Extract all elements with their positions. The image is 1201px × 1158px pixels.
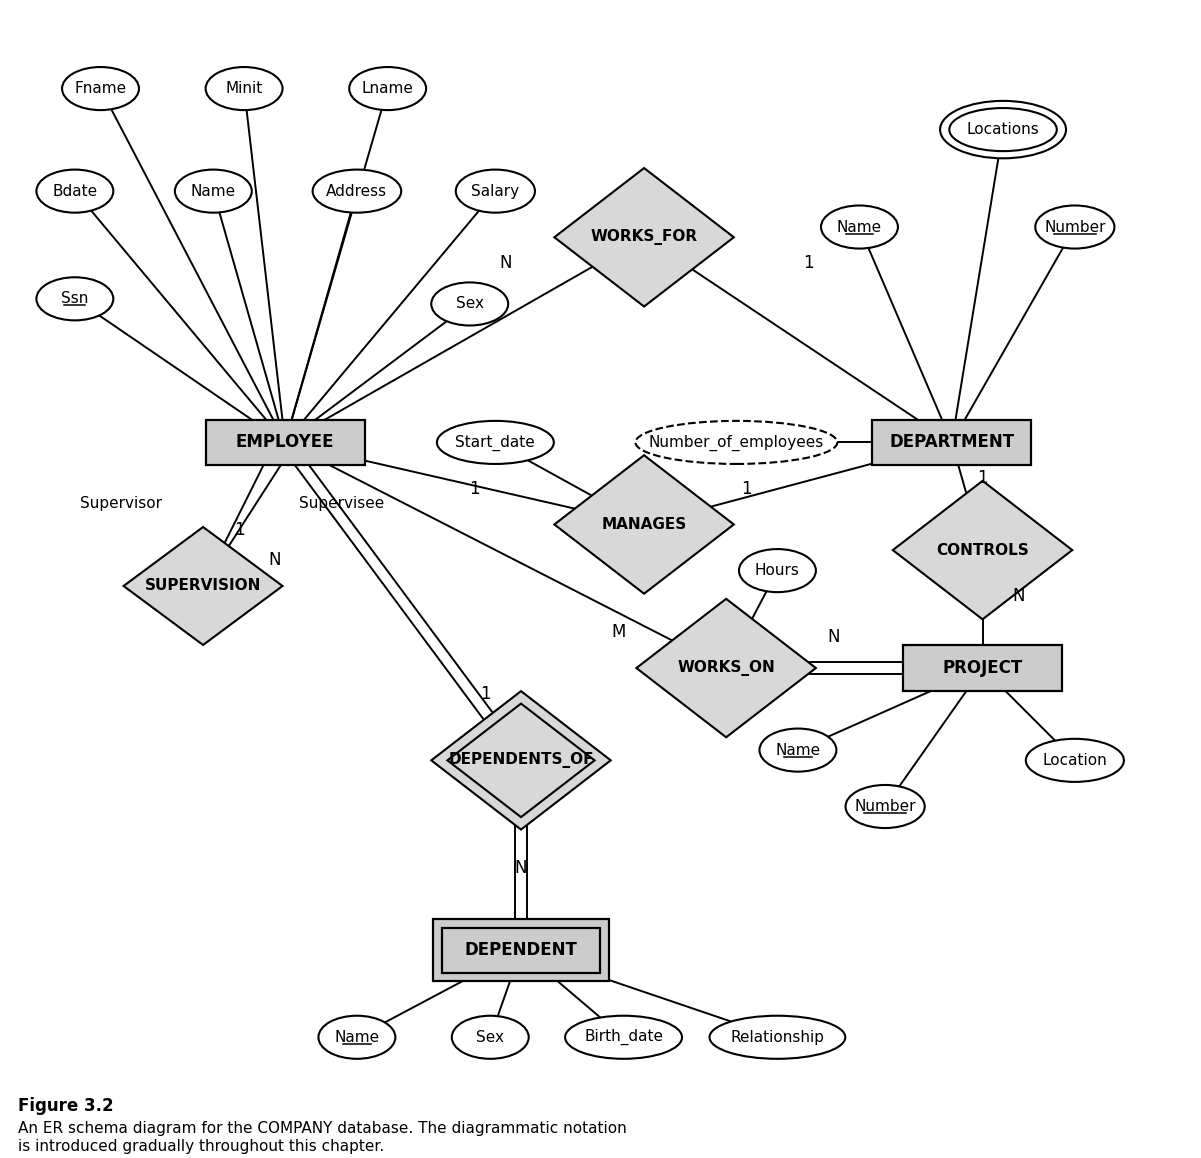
Text: Salary: Salary (471, 184, 520, 199)
Text: Sex: Sex (455, 296, 484, 312)
Text: Locations: Locations (967, 122, 1039, 137)
Text: N: N (500, 254, 512, 272)
Ellipse shape (36, 169, 113, 213)
Ellipse shape (456, 169, 534, 213)
Text: Name: Name (191, 184, 235, 199)
Ellipse shape (949, 108, 1057, 152)
Text: Birth_date: Birth_date (584, 1029, 663, 1046)
Text: Number: Number (854, 799, 916, 814)
Ellipse shape (437, 420, 554, 464)
Text: M: M (611, 623, 626, 642)
Text: 1: 1 (803, 254, 813, 272)
Text: WORKS_FOR: WORKS_FOR (591, 229, 698, 245)
Ellipse shape (36, 277, 113, 321)
Text: Bdate: Bdate (53, 184, 97, 199)
Text: N: N (515, 859, 527, 877)
Polygon shape (448, 704, 594, 818)
Text: Supervisee: Supervisee (299, 497, 384, 512)
Text: WORKS_ON: WORKS_ON (677, 660, 775, 676)
Ellipse shape (312, 169, 401, 213)
FancyBboxPatch shape (872, 420, 1032, 466)
Text: Figure 3.2: Figure 3.2 (18, 1097, 114, 1115)
Text: Minit: Minit (226, 81, 263, 96)
Text: DEPARTMENT: DEPARTMENT (889, 433, 1015, 452)
Polygon shape (555, 168, 734, 307)
Text: N: N (269, 551, 281, 570)
Text: Name: Name (776, 742, 820, 757)
Text: 1: 1 (741, 479, 752, 498)
Text: Name: Name (334, 1029, 380, 1045)
Ellipse shape (452, 1016, 528, 1058)
Text: Start_date: Start_date (455, 434, 536, 450)
Text: Supervisor: Supervisor (80, 497, 162, 512)
Ellipse shape (318, 1016, 395, 1058)
Text: 1: 1 (470, 479, 480, 498)
Text: Sex: Sex (477, 1029, 504, 1045)
Text: Name: Name (837, 220, 882, 235)
Ellipse shape (349, 67, 426, 110)
Text: DEPENDENT: DEPENDENT (465, 941, 578, 959)
Polygon shape (892, 481, 1072, 620)
Ellipse shape (62, 67, 139, 110)
Polygon shape (124, 527, 282, 645)
Polygon shape (555, 455, 734, 594)
Text: Hours: Hours (755, 563, 800, 578)
Text: 1: 1 (234, 521, 244, 538)
Ellipse shape (1035, 205, 1115, 249)
FancyBboxPatch shape (442, 928, 600, 973)
Ellipse shape (205, 67, 282, 110)
Ellipse shape (566, 1016, 682, 1058)
Text: Number_of_employees: Number_of_employees (649, 434, 824, 450)
Text: CONTROLS: CONTROLS (936, 543, 1029, 558)
Ellipse shape (739, 549, 815, 592)
Ellipse shape (175, 169, 252, 213)
Text: MANAGES: MANAGES (602, 516, 687, 532)
Ellipse shape (846, 785, 925, 828)
Text: PROJECT: PROJECT (943, 659, 1023, 677)
Text: N: N (827, 629, 839, 646)
Ellipse shape (635, 420, 837, 464)
Text: DEPENDENTS_OF: DEPENDENTS_OF (448, 753, 593, 769)
Text: Relationship: Relationship (730, 1029, 824, 1045)
Ellipse shape (940, 101, 1066, 159)
Ellipse shape (821, 205, 898, 249)
FancyBboxPatch shape (434, 919, 609, 981)
Text: SUPERVISION: SUPERVISION (145, 579, 262, 594)
Polygon shape (637, 599, 815, 738)
Text: Ssn: Ssn (61, 292, 89, 307)
FancyBboxPatch shape (903, 645, 1062, 690)
Text: Location: Location (1042, 753, 1107, 768)
Polygon shape (431, 691, 611, 829)
Text: Lname: Lname (362, 81, 413, 96)
Ellipse shape (1026, 739, 1124, 782)
Text: Address: Address (327, 184, 388, 199)
FancyBboxPatch shape (205, 420, 365, 466)
Text: Fname: Fname (74, 81, 126, 96)
Text: EMPLOYEE: EMPLOYEE (235, 433, 334, 452)
Text: An ER schema diagram for the COMPANY database. The diagrammatic notation
is intr: An ER schema diagram for the COMPANY dat… (18, 1121, 627, 1153)
Ellipse shape (710, 1016, 846, 1058)
Text: N: N (1012, 587, 1024, 606)
Ellipse shape (759, 728, 836, 771)
Ellipse shape (431, 283, 508, 325)
Text: 1: 1 (480, 684, 490, 703)
Text: 1: 1 (978, 469, 988, 488)
Text: Number: Number (1044, 220, 1106, 235)
